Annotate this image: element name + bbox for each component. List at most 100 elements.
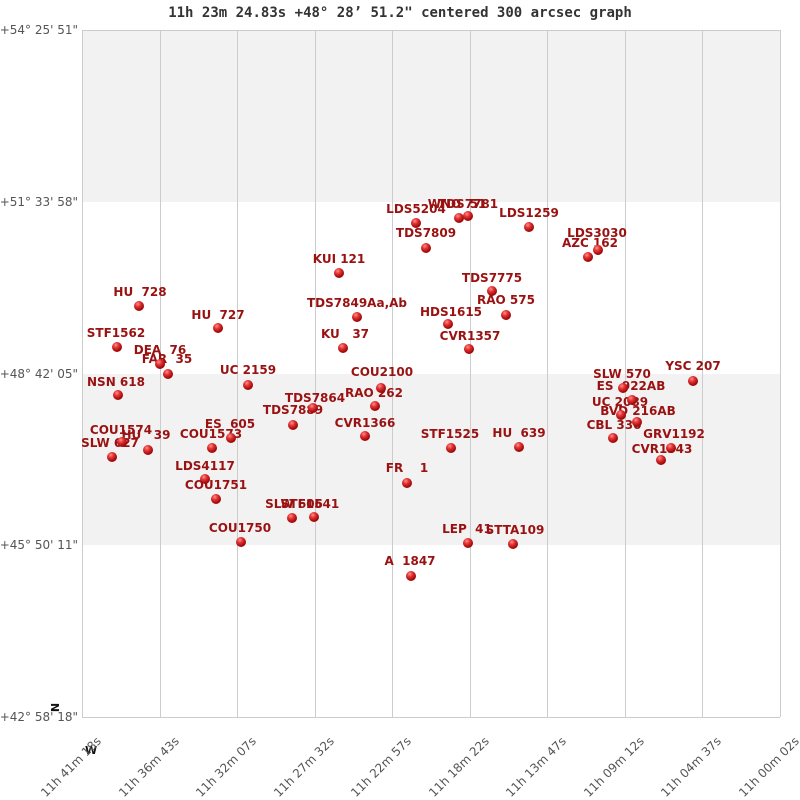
x-tick-label: 11h 18m 22s: [425, 734, 492, 800]
star-label: LEP 41: [442, 522, 492, 536]
star-dot: [236, 537, 246, 547]
star-dot: [411, 218, 421, 228]
star-label: COU2100: [350, 365, 414, 379]
star-dot: [593, 245, 603, 255]
x-tick-label: 11h 32m 07s: [193, 734, 260, 800]
star-dot: [134, 301, 144, 311]
star-dot: [309, 512, 319, 522]
star-label: TDS7849Aa,Ab: [306, 296, 408, 310]
star-label: WNO 51: [427, 197, 487, 211]
star-dot: [155, 359, 165, 369]
chart-title: 11h 23m 24.83s +48° 28’ 51.2" centered 3…: [168, 5, 632, 21]
star-dot: [352, 312, 362, 322]
y-tick-label: +42° 58' 18": [0, 710, 78, 724]
star-dot: [308, 403, 318, 413]
star-label: CVR1357: [439, 329, 501, 343]
star-dot: [508, 539, 518, 549]
y-tick-label: +51° 33' 58": [0, 194, 78, 209]
gridline-horizontal: [82, 30, 780, 31]
star-label: CVR1343: [631, 442, 693, 456]
star-dot: [226, 433, 236, 443]
star-label: STF1562: [86, 326, 146, 340]
star-label: UC 2159: [219, 363, 277, 377]
star-dot: [370, 401, 380, 411]
star-dot: [463, 211, 473, 221]
star-label: FR 1: [385, 461, 429, 475]
gridline-vertical: [780, 30, 781, 717]
star-dot: [454, 213, 464, 223]
star-dot: [376, 383, 386, 393]
star-dot: [143, 445, 153, 455]
west-indicator: W: [85, 744, 98, 757]
star-dot: [443, 319, 453, 329]
star-label: ES 922AB: [596, 379, 666, 393]
star-dot: [463, 538, 473, 548]
star-label: LDS3030: [567, 226, 627, 240]
star-dot: [487, 286, 497, 296]
star-label: STTA109: [485, 523, 545, 537]
x-tick-label: 11h 41m 18s: [38, 734, 104, 800]
star-dot: [608, 433, 618, 443]
star-label: HDS1615: [419, 305, 483, 319]
star-dot: [446, 443, 456, 453]
x-tick-label: 11h 27m 32s: [270, 734, 337, 800]
star-label: RAO 575: [477, 293, 535, 307]
star-dot: [656, 455, 666, 465]
star-dot: [112, 342, 122, 352]
star-label: LDS4117: [175, 459, 235, 473]
star-label: NSN 618: [87, 375, 145, 389]
star-dot: [113, 390, 123, 400]
y-tick-label: +48° 42' 05": [0, 366, 78, 381]
gridline-vertical: [702, 30, 704, 717]
star-label: YSC 207: [665, 359, 721, 373]
star-label: SLW 570: [593, 367, 651, 381]
star-label: RAO 262: [345, 386, 403, 400]
plot-area: HU 728 HU 727 STF1562 DEA 76 FAR 35 NSN 618 UC…: [81, 30, 781, 718]
star-dot: [288, 420, 298, 430]
x-tick-label: 11h 09m 12s: [581, 734, 647, 800]
star-label: KU 37: [320, 327, 370, 341]
star-label: HU 728: [113, 285, 167, 299]
x-tick-label: 11h 36m 43s: [115, 734, 182, 800]
star-dot: [287, 513, 297, 523]
x-tick-label: 11h 13m 47s: [503, 734, 570, 800]
star-dot: [666, 443, 676, 453]
star-dot: [163, 369, 173, 379]
gridline-vertical: [314, 30, 316, 717]
y-tick-label: +54° 25' 51": [0, 23, 78, 37]
gridline-vertical: [237, 30, 239, 717]
star-label: LDS1259: [499, 206, 559, 220]
gridline-vertical: [469, 30, 471, 717]
star-label: HU 727: [191, 308, 245, 322]
star-dot: [117, 437, 127, 447]
x-tick-label: 11h 00m 02s: [736, 734, 800, 800]
star-dot: [406, 571, 416, 581]
star-dot: [243, 380, 253, 390]
star-dot: [207, 443, 217, 453]
star-label: GRV1192: [643, 427, 705, 441]
star-dot: [360, 431, 370, 441]
star-label: TDS7809: [395, 226, 457, 240]
star-dot: [514, 442, 524, 452]
gridline-vertical: [547, 30, 549, 717]
star-label: COU1750: [208, 521, 272, 535]
star-label: DEA 76: [133, 343, 187, 357]
star-label: STF1541: [280, 497, 340, 511]
star-dot: [627, 395, 637, 405]
star-dot: [688, 376, 698, 386]
star-dot: [583, 252, 593, 262]
star-dot: [501, 310, 511, 320]
star-label: HU 39: [121, 428, 171, 442]
y-tick-label: +45° 50' 11": [0, 538, 78, 553]
gridline-vertical: [392, 30, 394, 717]
gridline-vertical: [624, 30, 626, 717]
star-label: LDS5204: [386, 202, 446, 216]
star-dot: [211, 494, 221, 504]
gridline-vertical: [82, 30, 83, 717]
star-label: SLW 606: [265, 497, 323, 511]
star-label: TDS7775: [461, 271, 523, 285]
star-label: SLW 627: [81, 436, 139, 450]
star-dot: [421, 243, 431, 253]
star-dot: [334, 268, 344, 278]
x-tick-label: 11h 22m 57s: [348, 734, 415, 800]
